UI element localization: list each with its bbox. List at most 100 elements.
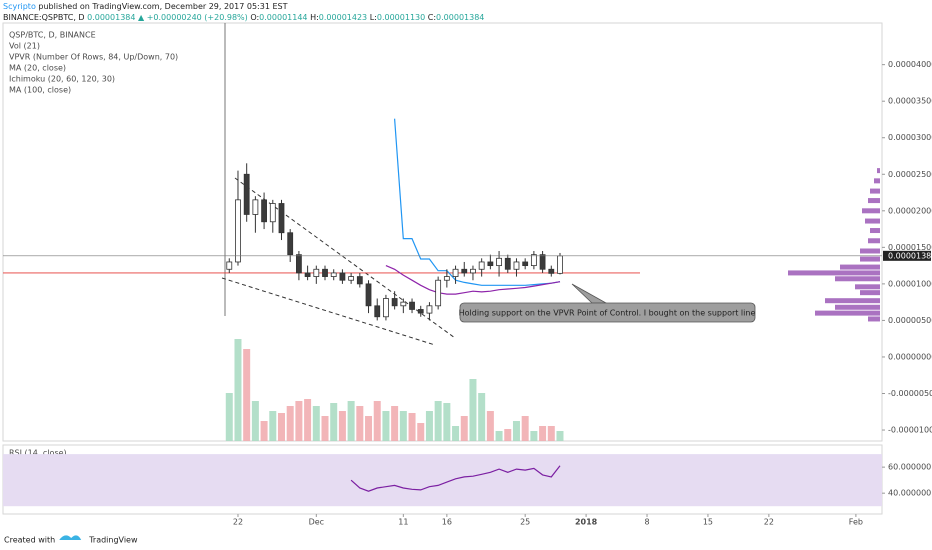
ohlc-label: L: (370, 13, 377, 22)
x-tick-label: 22 (233, 518, 243, 527)
candle-body (548, 268, 555, 274)
volume-bar (225, 393, 233, 441)
candle-body (426, 305, 433, 314)
indicator[interactable]: Vol (21) (9, 42, 40, 51)
vpvr-row (860, 248, 880, 254)
symbol-line: BINANCE:QSPBTC, D 0.00001384 ▲ +0.000002… (3, 13, 484, 22)
candle-body (365, 283, 372, 307)
volume-bar (356, 406, 364, 441)
candle-body (226, 261, 233, 270)
volume-bar (469, 379, 477, 441)
indicator[interactable]: Ichimoku (20, 60, 120, 30) (9, 75, 115, 84)
candle-body (243, 173, 250, 215)
candle-body (557, 255, 563, 274)
indicator[interactable]: QSP/BTC, D, BINANCE (9, 31, 96, 40)
main-pane (2, 22, 883, 442)
annotation[interactable]: Holding support on the VPVR Point of Con… (459, 283, 756, 323)
volume-bar (539, 426, 547, 441)
ohlc-value: 0.00001423 (319, 13, 367, 22)
vpvr-row (788, 270, 880, 276)
candle-body (487, 261, 494, 267)
candle-body (539, 254, 546, 270)
logo (59, 535, 82, 540)
last-price: 0.00001384 (87, 13, 135, 22)
volume-bar (373, 401, 381, 441)
candle-body (356, 276, 363, 285)
author[interactable]: Scyripto (3, 2, 36, 11)
symbol: BINANCE:QSPBTC, D (3, 13, 85, 22)
ohlc-value: 0.00001144 (259, 13, 307, 22)
x-tick-label: 11 (398, 518, 408, 527)
last-price-box (883, 250, 931, 261)
y-tick-label: -0.00000500 (888, 389, 932, 398)
footer-brand[interactable]: TradingView (88, 536, 138, 545)
x-tick-label: 25 (520, 518, 530, 527)
candle-body (435, 279, 442, 307)
footer-created: Created with (4, 536, 55, 545)
candle-body (513, 261, 520, 270)
volume-bar (547, 426, 555, 441)
volume-bar (286, 406, 294, 441)
indicator[interactable]: VPVR (Number Of Rows, 84, Up/Down, 70) (9, 53, 178, 62)
volume-bar (338, 411, 346, 441)
volume-bar (486, 411, 494, 441)
volume-bar (321, 416, 329, 441)
volume-bar (460, 416, 468, 441)
candle-body (304, 272, 311, 277)
published: published on TradingView.com, December 2… (38, 2, 287, 11)
candle-body (339, 272, 346, 281)
vpvr-row (868, 316, 880, 322)
candle-body (278, 203, 285, 234)
candle-body (261, 199, 267, 223)
rsi-title[interactable]: RSI (14, close) (9, 449, 67, 458)
candle-body (461, 268, 468, 274)
volume-bar (452, 426, 460, 441)
volume-bar (399, 411, 407, 441)
volume-bar (243, 349, 251, 441)
y-tick-label: 40.000000 (888, 489, 931, 498)
volume-bar (382, 411, 390, 441)
candle-body (504, 257, 511, 270)
candle-body (478, 261, 485, 270)
vpvr-row (860, 290, 880, 296)
candle-body (417, 309, 424, 314)
vpvr-row (835, 276, 880, 282)
candle-body (330, 272, 337, 277)
candle-body (443, 276, 450, 281)
indicator[interactable]: MA (100, close) (9, 86, 71, 95)
volume-bar (417, 423, 425, 441)
candle-body (296, 254, 302, 274)
indicator[interactable]: MA (20, close) (9, 64, 66, 73)
vpvr-row (815, 310, 880, 316)
x-tick-label: 22 (764, 518, 774, 527)
y-tick-label: 0.00003000 (888, 133, 932, 142)
candle-body (348, 276, 355, 281)
volume-bar (260, 421, 268, 441)
vpvr-row (870, 228, 880, 234)
candle-body (383, 298, 389, 318)
y-tick-label: 0.00003500 (888, 97, 932, 106)
volume-bar (269, 411, 277, 441)
indicator-list: QSP/BTC, D, BINANCE Vol (21) VPVR (Numbe… (9, 31, 178, 95)
candle-body (470, 268, 476, 274)
volume-bar (312, 406, 320, 441)
volume-bar (530, 431, 538, 441)
ohlc-label: O: (250, 13, 259, 22)
vpvr-row (840, 264, 880, 270)
plot: 0.00004000 0.00003500 0.00003000 0.00002500… (3, 60, 932, 527)
candle-body (522, 261, 529, 267)
vpvr-row (835, 304, 880, 310)
volume-bar (512, 421, 520, 441)
header-line: Scyripto published on TradingView.com, D… (3, 2, 288, 11)
y-tick-label: 0.00002000 (888, 206, 932, 215)
y-tick-label: 60.000000 (888, 463, 931, 472)
callout-box (459, 302, 756, 323)
volume-bar (504, 429, 512, 441)
candle-body (322, 268, 328, 277)
vpvr-row (868, 238, 880, 244)
volume-bar (434, 401, 442, 441)
ohlc-value: 0.00001384 (436, 13, 484, 22)
y-tick-label: 0.00002500 (888, 170, 932, 179)
x-tick-label: 15 (703, 518, 713, 527)
volume-bar (408, 413, 416, 441)
